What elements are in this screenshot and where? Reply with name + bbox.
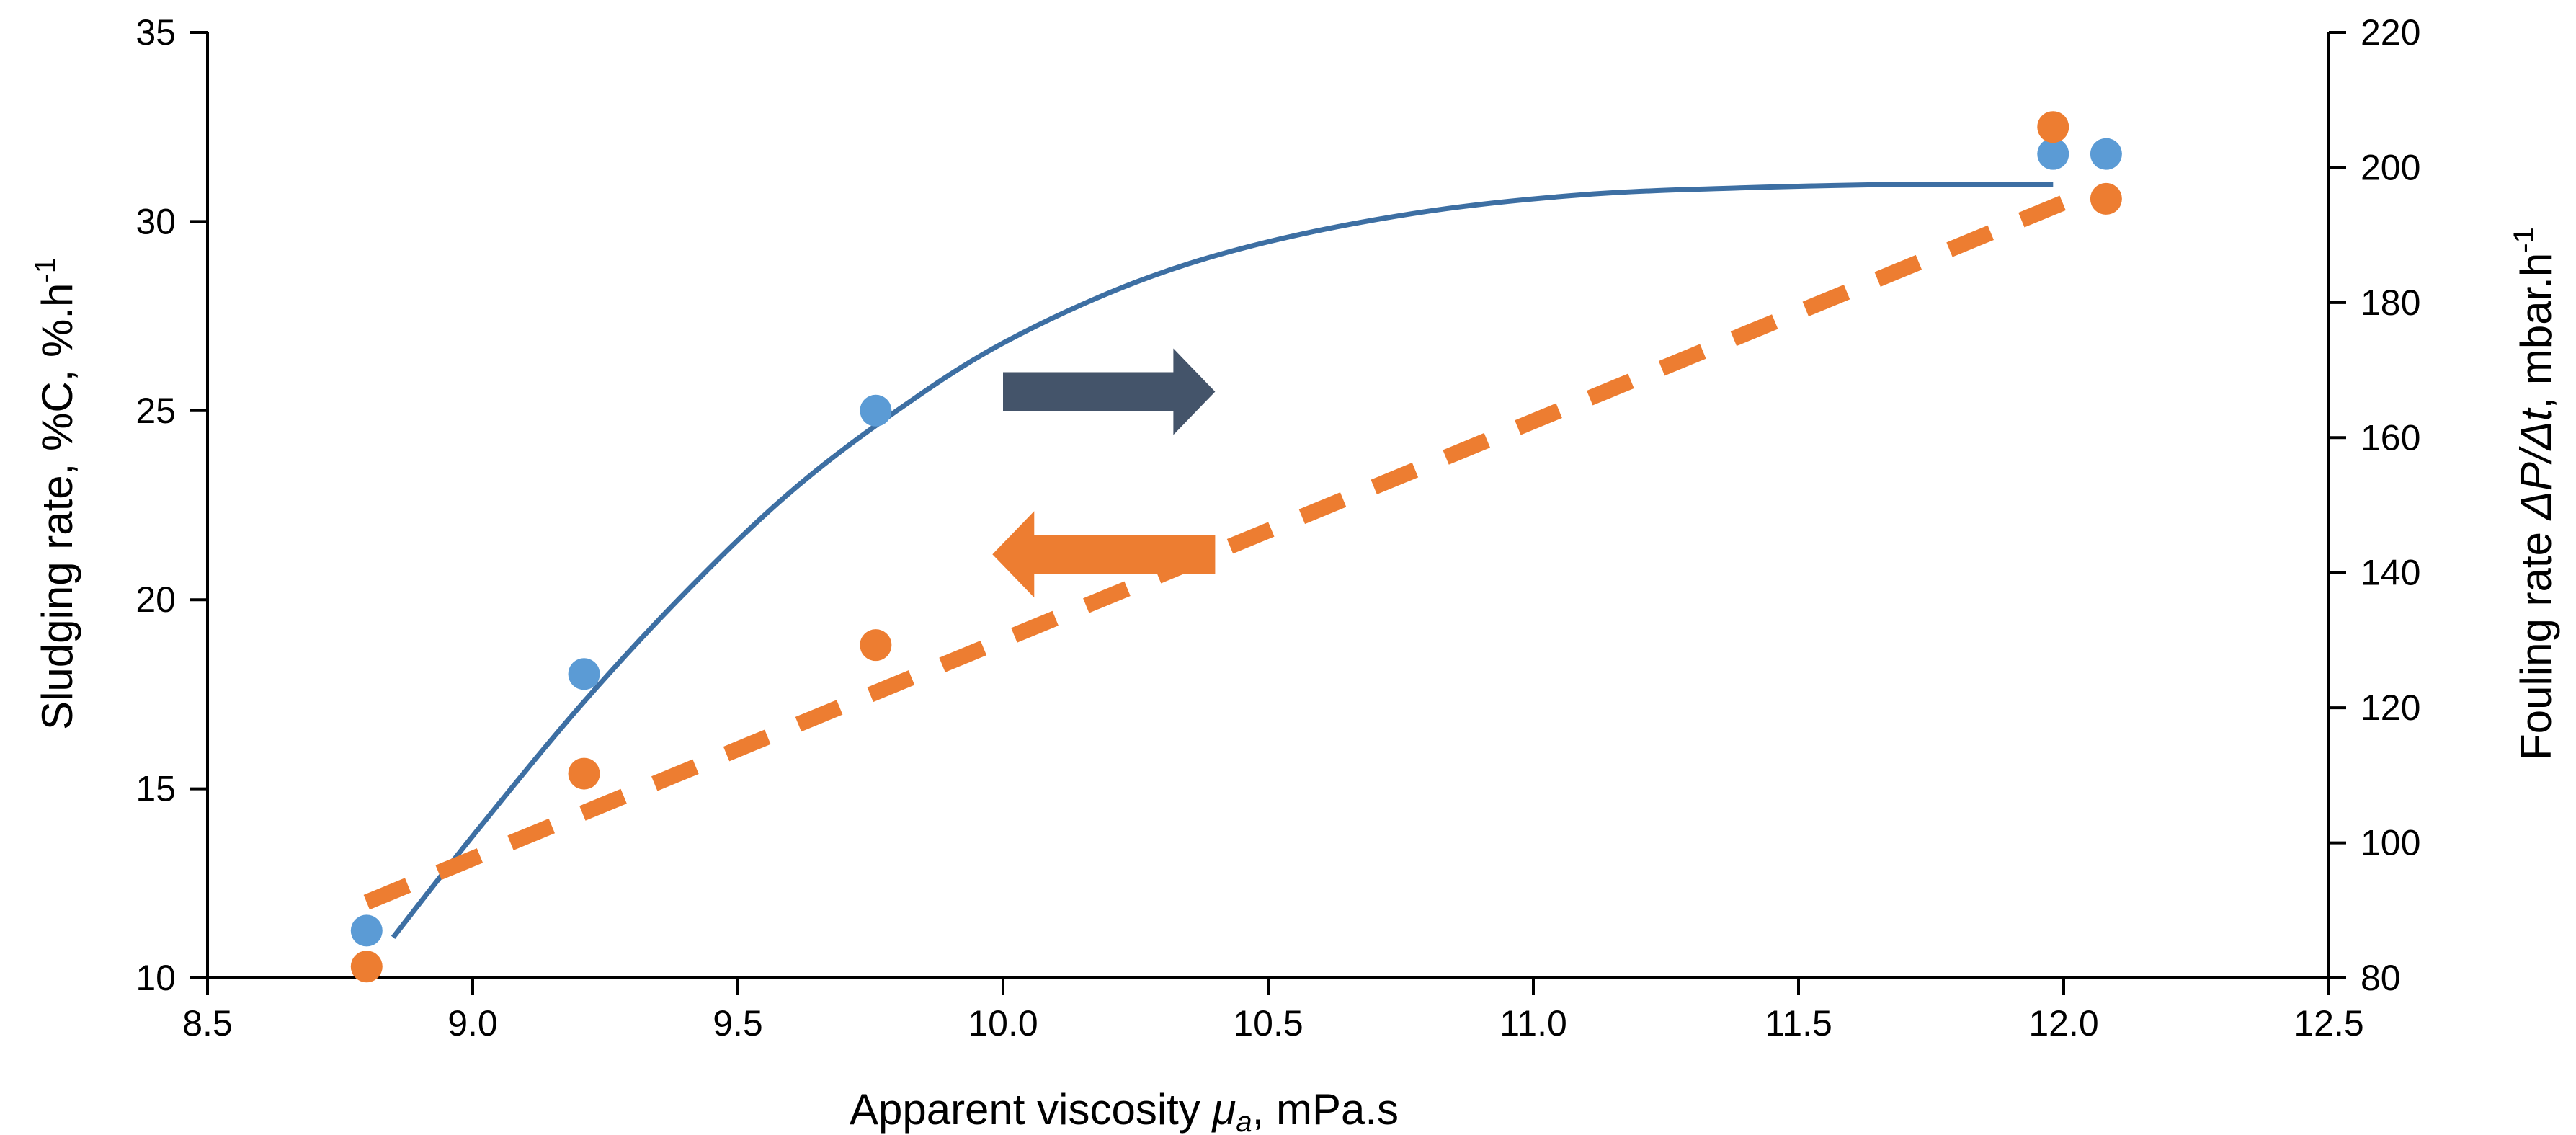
y-right-tick-label: 180 [2361,282,2420,323]
x-tick-label: 9.0 [447,1003,498,1043]
sludging-rate-point [568,757,600,790]
sludging-rate-point [2090,182,2122,215]
x-tick-label: 11.5 [1765,1003,1832,1043]
y-right-tick-label: 80 [2361,958,2401,998]
y-left-tick-label: 30 [135,201,176,241]
x-tick-label: 10.0 [968,1003,1038,1043]
fouling-rate-point [568,658,600,690]
annotations [992,348,1216,598]
sludging-rate-point [860,629,892,662]
data-points [350,111,2122,983]
trendlines [363,182,2067,939]
fouling-rate-trendline [391,182,2054,939]
x-tick-label: 12.0 [2028,1003,2098,1043]
fouling-rate-point [860,394,892,427]
sludging-rate-point [350,951,383,983]
sludging-rate-point [2037,111,2069,143]
right-arrow-icon [1003,348,1216,435]
y-right-tick-label: 140 [2361,553,2420,593]
fouling-rate-point [350,914,383,947]
y-right-tick-label: 220 [2361,12,2420,53]
y-left-tick-label: 20 [135,579,176,620]
y-axis-right-title: Fouling rate ΔP/Δt, mbar.h-1 [2508,227,2560,760]
y-axis-left-title: Sludging rate, %C, %.h-1 [30,257,81,730]
left-arrow-icon [992,511,1216,598]
tick-labels: 8.5 9.0 9.5 10.0 10.5 11.0 11.5 12.0 12.5 10 15 20 2… [135,12,2420,1043]
x-axis-title: Apparent viscosity μa, mPa.s [850,1085,1399,1135]
fouling-rate-point [2037,138,2069,170]
y-right-tick-label: 160 [2361,417,2420,458]
x-tick-label: 11.0 [1499,1003,1567,1043]
axes [190,31,2346,995]
x-tick-label: 8.5 [182,1003,233,1043]
y-left-tick-label: 35 [135,12,176,53]
x-tick-label: 10.5 [1233,1003,1303,1043]
y-right-tick-label: 200 [2361,147,2420,187]
x-tick-label: 12.5 [2294,1003,2363,1043]
x-tick-label: 9.5 [713,1003,763,1043]
y-left-tick-label: 25 [135,391,176,431]
y-left-tick-label: 15 [135,769,176,809]
fouling-rate-point [2090,138,2122,170]
y-left-tick-label: 10 [135,958,176,998]
y-right-tick-label: 120 [2361,687,2420,728]
y-right-tick-label: 100 [2361,823,2420,863]
